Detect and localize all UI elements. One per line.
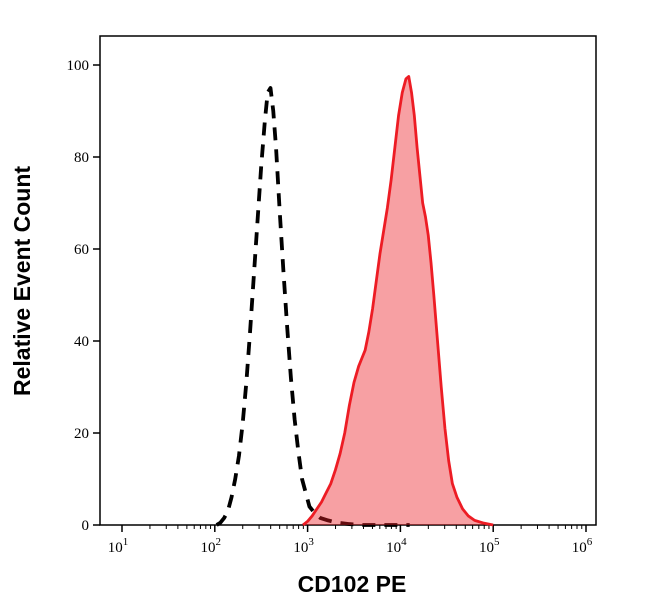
y-tick-label: 0 [82,518,90,534]
x-tick-label: 101 [108,536,129,556]
y-axis-title: Relative Event Count [9,166,35,396]
x-tick-label: 106 [572,536,593,556]
x-axis-title: CD102 PE [298,571,407,597]
x-tick-label: 102 [201,536,222,556]
x-tick-label: 104 [386,536,407,556]
red-filled-histogram-fill [302,76,494,525]
x-tick-label: 103 [293,536,314,556]
black-dashed-histogram-line [215,86,410,527]
y-tick-label: 100 [67,58,90,74]
y-tick-label: 80 [74,150,89,166]
red-filled-histogram-line [302,75,494,527]
y-tick-label: 60 [74,242,89,258]
x-tick-label: 105 [479,536,500,556]
y-tick-label: 20 [74,426,89,442]
y-tick-label: 40 [74,334,89,350]
plot-area: 0 20 40 60 80 100 101 102 103 104 105 106 [67,35,597,556]
